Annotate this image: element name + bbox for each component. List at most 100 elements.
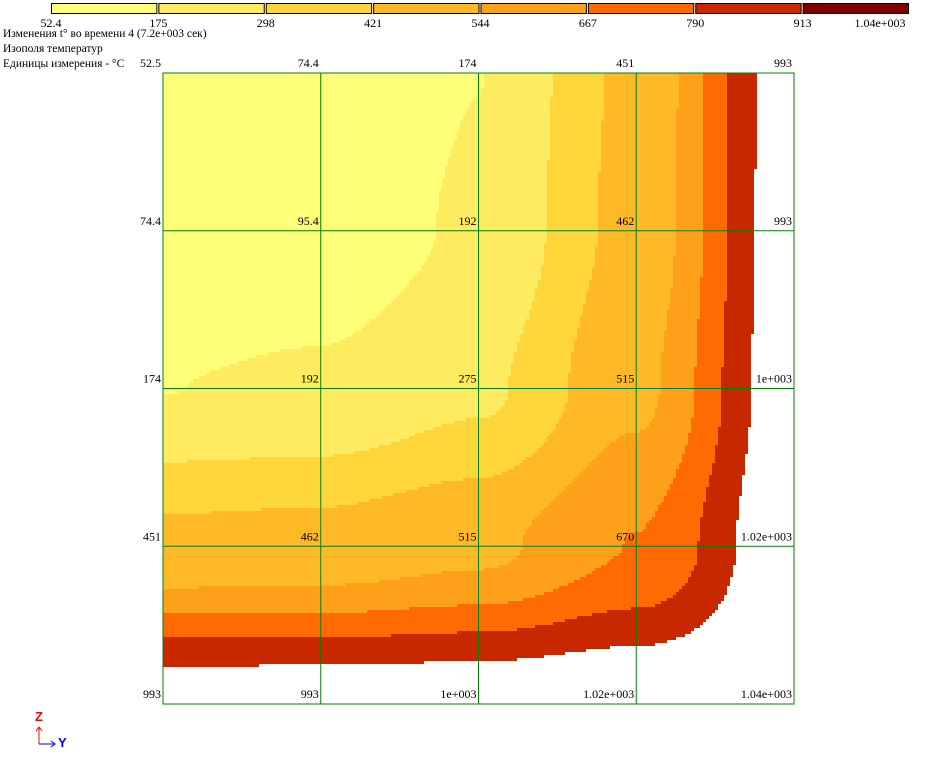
- contour-band: [586, 301, 670, 304]
- legend-swatch: [51, 3, 158, 14]
- contour-band: [670, 292, 700, 295]
- contour-band: [163, 325, 364, 328]
- contour-band: [550, 106, 604, 109]
- contour-band: [547, 232, 598, 235]
- contour-band: [514, 361, 571, 364]
- contour-band: [700, 277, 727, 280]
- contour-band: [559, 418, 652, 421]
- contour-band: [163, 274, 415, 277]
- contour-band: [724, 340, 751, 343]
- contour-band: [550, 130, 601, 133]
- contour-band: [505, 403, 565, 406]
- contour-band: [454, 139, 550, 142]
- contour-band: [565, 409, 655, 412]
- contour-band: [679, 82, 703, 85]
- contour-band: [526, 319, 580, 322]
- contour-band: [457, 133, 550, 136]
- contour-band: [727, 103, 757, 106]
- contour-band: [421, 265, 541, 268]
- contour-band: [580, 577, 688, 580]
- contour-band: [727, 280, 754, 283]
- contour-band: [724, 331, 754, 334]
- contour-band: [163, 202, 439, 205]
- contour-band: [430, 484, 568, 487]
- contour-band: [697, 364, 724, 367]
- contour-band: [451, 154, 550, 157]
- contour-band: [163, 406, 502, 409]
- contour-band: [595, 256, 673, 259]
- contour-band: [643, 529, 700, 532]
- contour-band: [508, 388, 568, 391]
- contour-band: [601, 151, 676, 154]
- contour-band: [601, 148, 676, 151]
- legend-swatch: [158, 3, 265, 14]
- contour-band: [727, 241, 754, 244]
- contour-band: [583, 469, 676, 472]
- contour-band: [163, 328, 361, 331]
- contour-band: [577, 334, 664, 337]
- contour-band: [727, 292, 754, 295]
- contour-band: [520, 463, 589, 466]
- contour-band: [163, 559, 511, 562]
- contour-band: [697, 322, 724, 325]
- contour-band: [676, 211, 703, 214]
- contour-band: [163, 295, 397, 298]
- contour-band: [688, 436, 718, 439]
- contour-band: [517, 343, 574, 346]
- contour-band: [163, 580, 379, 583]
- contour-band: [694, 412, 721, 415]
- contour-band: [484, 568, 595, 571]
- contour-band: [163, 205, 439, 208]
- contour-band: [724, 355, 751, 358]
- contour-band: [673, 595, 724, 598]
- contour-band: [679, 589, 727, 592]
- contour-band: [727, 154, 757, 157]
- contour-band: [163, 181, 442, 184]
- contour-band: [670, 487, 706, 490]
- contour-band: [697, 337, 724, 340]
- contour-band: [622, 550, 697, 553]
- node-value-label: 192: [459, 214, 477, 228]
- contour-band: [529, 316, 580, 319]
- contour-band: [676, 223, 703, 226]
- contour-band: [553, 94, 604, 97]
- contour-band: [703, 85, 727, 88]
- contour-band: [676, 136, 703, 139]
- contour-band: [442, 481, 571, 484]
- contour-band: [391, 442, 544, 445]
- contour-band: [607, 445, 685, 448]
- contour-band: [211, 511, 541, 514]
- contour-band: [727, 184, 754, 187]
- contour-band: [676, 193, 703, 196]
- contour-band: [697, 328, 724, 331]
- contour-band: [727, 94, 757, 97]
- contour-band: [421, 574, 586, 577]
- contour-band: [190, 382, 508, 385]
- contour-band: [703, 103, 727, 106]
- contour-band: [673, 262, 703, 265]
- contour-band: [718, 433, 748, 436]
- contour-band: [163, 292, 400, 295]
- contour-band: [694, 415, 721, 418]
- contour-band: [550, 97, 604, 100]
- contour-band: [589, 283, 673, 286]
- contour-band: [571, 481, 673, 484]
- contour-band: [724, 319, 754, 322]
- node-value-label: 515: [459, 529, 477, 543]
- contour-band: [547, 193, 598, 196]
- contour-band: [163, 91, 481, 94]
- contour-band: [586, 292, 670, 295]
- contour-band: [547, 217, 598, 220]
- contour-band: [676, 112, 703, 115]
- contour-band: [163, 370, 211, 373]
- contour-band: [163, 304, 388, 307]
- contour-band: [433, 427, 556, 430]
- contour-band: [676, 208, 703, 211]
- contour-band: [598, 454, 682, 457]
- contour-band: [163, 145, 454, 148]
- contour-band: [514, 355, 571, 358]
- contour-band: [541, 277, 592, 280]
- contour-band: [604, 103, 679, 106]
- contour-band: [694, 403, 721, 406]
- contour-band: [727, 220, 754, 223]
